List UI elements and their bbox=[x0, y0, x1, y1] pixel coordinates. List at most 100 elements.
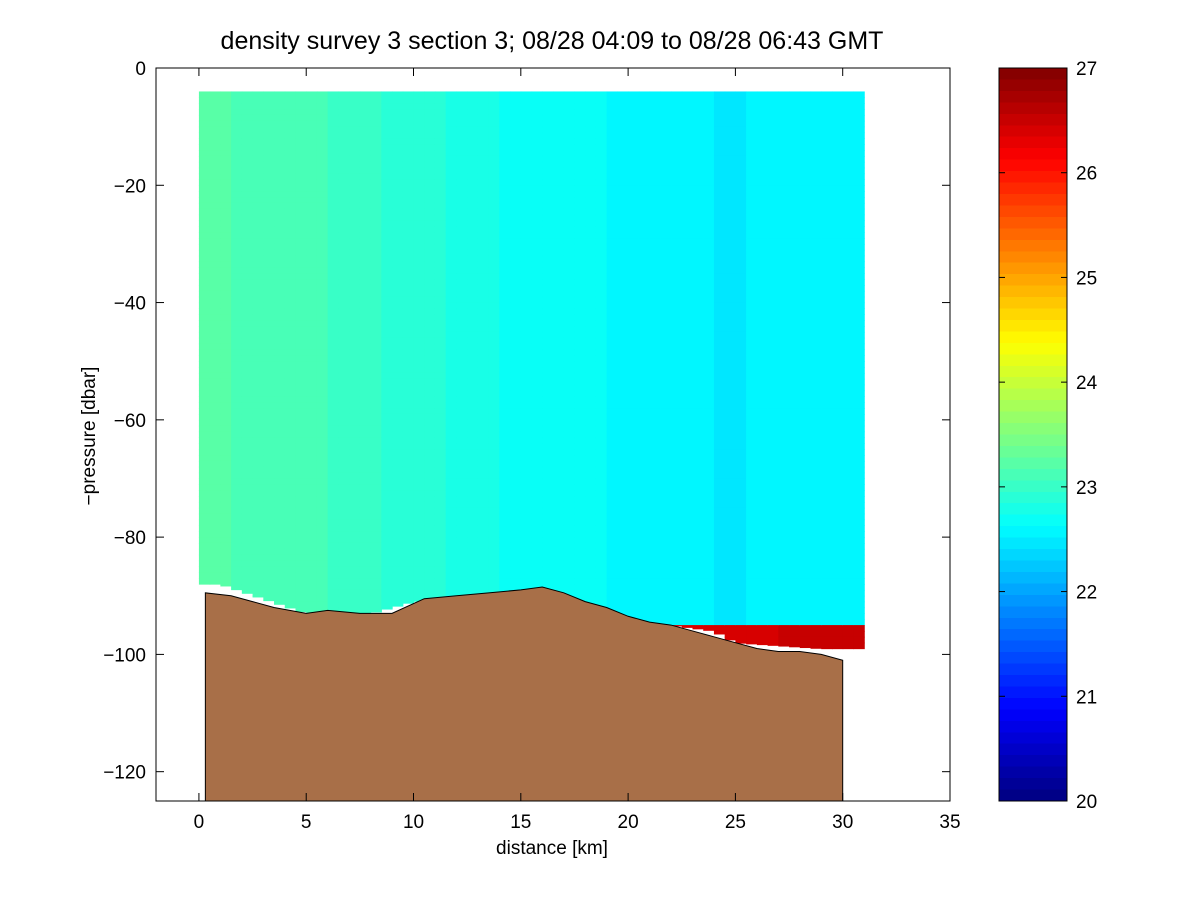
density-cell bbox=[746, 173, 758, 181]
density-cell bbox=[284, 419, 297, 427]
density-cell bbox=[263, 501, 275, 509]
density-cell bbox=[681, 372, 694, 380]
density-cell bbox=[488, 402, 500, 409]
density-cell bbox=[660, 378, 672, 386]
density-cell bbox=[274, 355, 286, 362]
density-cell bbox=[595, 120, 608, 128]
density-cell bbox=[220, 331, 232, 339]
density-cell bbox=[467, 97, 479, 104]
density-cell bbox=[767, 326, 779, 333]
density-cell bbox=[424, 185, 436, 192]
density-cell bbox=[746, 343, 758, 351]
density-cell bbox=[520, 202, 533, 210]
density-cell bbox=[284, 408, 297, 415]
density-cell bbox=[263, 449, 275, 456]
density-cell bbox=[434, 396, 447, 403]
density-cell bbox=[767, 560, 779, 568]
density-cell bbox=[660, 150, 672, 157]
density-cell bbox=[295, 284, 307, 292]
density-cell bbox=[209, 361, 221, 368]
density-cell bbox=[681, 619, 694, 626]
density-cell bbox=[671, 490, 683, 497]
density-cell bbox=[488, 372, 500, 380]
density-cell bbox=[198, 431, 211, 439]
density-cell bbox=[713, 267, 726, 274]
density-cell bbox=[349, 279, 361, 286]
density-cell bbox=[467, 126, 479, 134]
density-cell bbox=[434, 326, 447, 333]
density-cell bbox=[713, 601, 726, 609]
density-cell bbox=[220, 91, 232, 98]
density-cell bbox=[681, 578, 694, 585]
density-cell bbox=[263, 537, 275, 544]
density-cell bbox=[274, 331, 286, 339]
density-cell bbox=[284, 455, 297, 462]
density-cell bbox=[574, 478, 586, 485]
density-cell bbox=[295, 355, 307, 362]
density-cell bbox=[628, 155, 640, 163]
density-cell bbox=[477, 437, 490, 444]
density-cell bbox=[370, 314, 382, 321]
density-cell bbox=[263, 589, 275, 597]
density-cell bbox=[789, 109, 801, 116]
density-cell bbox=[434, 261, 447, 268]
density-cell bbox=[767, 396, 779, 403]
density-cell bbox=[638, 396, 651, 403]
density-cell bbox=[692, 167, 704, 175]
density-cell bbox=[617, 548, 629, 556]
density-cell bbox=[359, 132, 372, 139]
density-cell bbox=[724, 554, 737, 562]
density-cell bbox=[370, 308, 382, 315]
density-cell bbox=[574, 179, 586, 186]
density-cell bbox=[220, 349, 232, 356]
density-cell bbox=[327, 343, 340, 351]
density-cell bbox=[735, 625, 747, 632]
density-cell bbox=[660, 220, 672, 227]
density-cell bbox=[295, 202, 307, 210]
density-cell bbox=[649, 367, 661, 374]
density-cell bbox=[595, 413, 608, 421]
density-cell bbox=[198, 396, 211, 403]
density-cell bbox=[606, 267, 618, 274]
density-cell bbox=[231, 132, 243, 139]
density-cell bbox=[799, 103, 812, 110]
density-cell bbox=[542, 466, 554, 474]
density-cell bbox=[789, 413, 801, 421]
density-cell bbox=[445, 361, 458, 368]
density-cell bbox=[649, 595, 661, 603]
density-cell bbox=[220, 425, 232, 433]
density-cell bbox=[413, 331, 425, 339]
density-cell bbox=[671, 97, 683, 104]
density-cell bbox=[209, 167, 221, 175]
density-cell bbox=[574, 167, 586, 175]
density-cell bbox=[284, 279, 297, 286]
density-cell bbox=[767, 279, 779, 286]
density-cell bbox=[359, 109, 372, 116]
density-cell bbox=[595, 331, 608, 339]
density-cell bbox=[359, 261, 372, 268]
density-cell bbox=[467, 402, 479, 409]
density-cell bbox=[520, 120, 533, 128]
density-cell bbox=[585, 179, 597, 186]
density-cell bbox=[274, 279, 286, 286]
density-cell bbox=[789, 120, 801, 128]
density-cell bbox=[660, 595, 672, 603]
density-cell bbox=[499, 542, 511, 550]
density-cell bbox=[606, 279, 618, 286]
density-cell bbox=[349, 185, 361, 192]
density-cell bbox=[338, 531, 350, 538]
density-cell bbox=[284, 155, 297, 163]
density-cell bbox=[671, 308, 683, 315]
density-cell bbox=[703, 185, 715, 192]
density-cell bbox=[263, 542, 275, 550]
density-cell bbox=[209, 249, 221, 257]
density-cell bbox=[735, 437, 747, 444]
density-cell bbox=[756, 220, 769, 227]
density-cell bbox=[789, 384, 801, 392]
density-cell bbox=[681, 214, 694, 222]
density-cell bbox=[735, 449, 747, 456]
density-cell bbox=[681, 478, 694, 485]
density-cell bbox=[392, 501, 404, 509]
density-cell bbox=[595, 220, 608, 227]
density-cell bbox=[456, 202, 468, 210]
